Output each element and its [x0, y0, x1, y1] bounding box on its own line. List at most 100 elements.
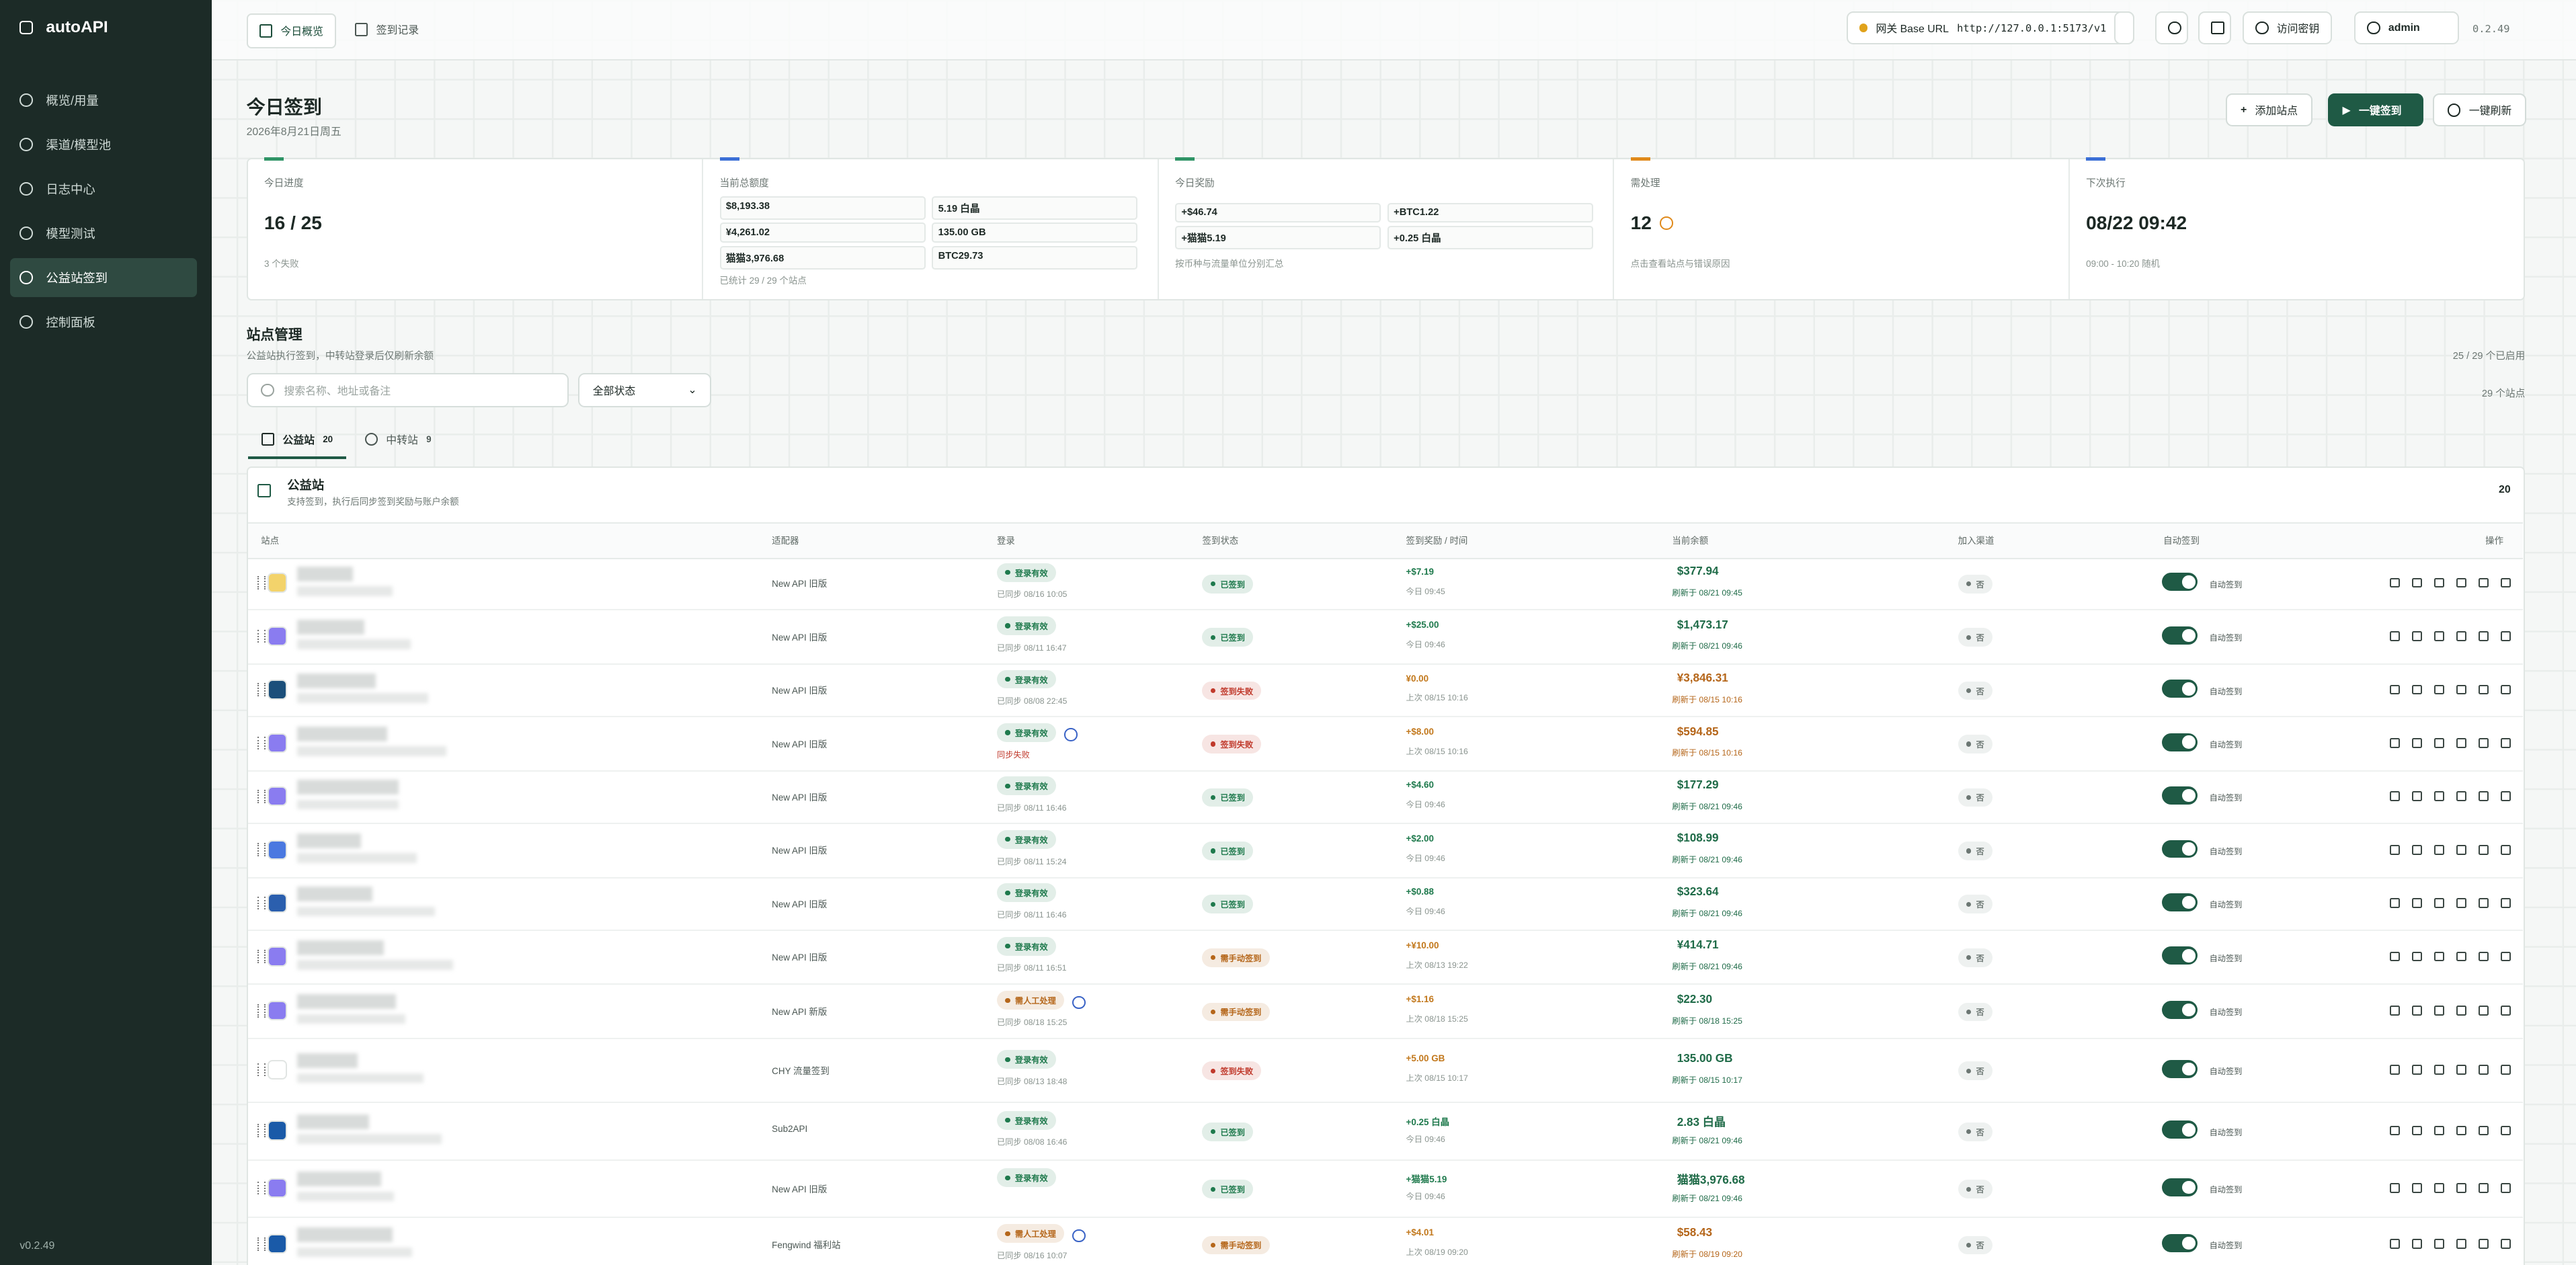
row-action[interactable] [2434, 1239, 2445, 1250]
row-action[interactable] [2501, 898, 2511, 908]
row-action[interactable] [2412, 951, 2423, 962]
row-action[interactable] [2501, 577, 2511, 588]
top-tab[interactable]: 签到记录 [344, 13, 430, 46]
auto-toggle[interactable] [2161, 1060, 2198, 1078]
nav-item[interactable]: 概览/用量 [10, 81, 198, 120]
row-action[interactable] [2390, 951, 2401, 962]
refresh-all-button[interactable]: 一键刷新 [2433, 93, 2526, 127]
row-action[interactable] [2479, 684, 2489, 695]
auto-toggle[interactable] [2161, 946, 2198, 965]
row-action[interactable] [2456, 577, 2467, 588]
row-action[interactable] [2434, 791, 2445, 802]
row-action[interactable] [2390, 738, 2401, 748]
row-action[interactable] [2412, 1183, 2423, 1193]
auto-toggle[interactable] [2161, 733, 2198, 751]
row-action[interactable] [2390, 844, 2401, 855]
row-action[interactable] [2390, 791, 2401, 802]
status-filter[interactable]: 全部状态 ⌄ [578, 372, 712, 408]
row-action[interactable] [2412, 1006, 2423, 1016]
nav-item[interactable]: 控制面板 [10, 302, 198, 342]
row-action[interactable] [2501, 1125, 2511, 1136]
auto-toggle[interactable] [2161, 680, 2198, 698]
row-action[interactable] [2434, 1065, 2445, 1075]
row-action[interactable] [2456, 844, 2467, 855]
row-action[interactable] [2456, 738, 2467, 748]
site-tab[interactable]: 中转站 9 [352, 422, 444, 456]
row-action[interactable] [2501, 631, 2511, 641]
row-action[interactable] [2390, 1125, 2401, 1136]
user-menu[interactable]: admin [2354, 11, 2460, 44]
row-action[interactable] [2390, 1065, 2401, 1075]
row-action[interactable] [2390, 898, 2401, 908]
row-action[interactable] [2456, 791, 2467, 802]
row-action[interactable] [2412, 577, 2423, 588]
row-action[interactable] [2434, 577, 2445, 588]
nav-item[interactable]: 渠道/模型池 [10, 125, 198, 165]
row-action[interactable] [2412, 1125, 2423, 1136]
nav-item[interactable]: 公益站签到 [9, 257, 198, 298]
auto-toggle[interactable] [2161, 840, 2198, 858]
row-action[interactable] [2456, 1125, 2467, 1136]
row-action[interactable] [2390, 1006, 2401, 1016]
row-action[interactable] [2434, 1006, 2445, 1016]
row-action[interactable] [2434, 1183, 2445, 1193]
auto-toggle[interactable] [2161, 1120, 2198, 1139]
row-action[interactable] [2434, 738, 2445, 748]
row-action[interactable] [2412, 844, 2423, 855]
site-tab[interactable]: 公益站 20 [248, 422, 346, 460]
theme-button[interactable] [2155, 11, 2189, 44]
row-action[interactable] [2390, 631, 2401, 641]
row-action[interactable] [2456, 1183, 2467, 1193]
row-action[interactable] [2501, 684, 2511, 695]
row-action[interactable] [2412, 738, 2423, 748]
key-button[interactable]: 访问密钥 [2242, 11, 2333, 44]
auto-toggle[interactable] [2161, 626, 2198, 645]
row-action[interactable] [2479, 1239, 2489, 1250]
row-action[interactable] [2412, 684, 2423, 695]
row-action[interactable] [2456, 1006, 2467, 1016]
auto-toggle[interactable] [2161, 786, 2198, 805]
row-action[interactable] [2434, 844, 2445, 855]
row-action[interactable] [2434, 631, 2445, 641]
row-action[interactable] [2456, 951, 2467, 962]
row-action[interactable] [2479, 898, 2489, 908]
row-action[interactable] [2501, 791, 2511, 802]
add-site-button[interactable]: + 添加站点 [2226, 93, 2312, 127]
row-action[interactable] [2479, 577, 2489, 588]
row-action[interactable] [2479, 1006, 2489, 1016]
row-action[interactable] [2412, 631, 2423, 641]
auto-toggle[interactable] [2161, 1234, 2198, 1252]
auto-toggle[interactable] [2161, 1001, 2198, 1019]
row-action[interactable] [2501, 738, 2511, 748]
nav-item[interactable]: 日志中心 [10, 169, 198, 209]
row-action[interactable] [2456, 684, 2467, 695]
row-action[interactable] [2412, 1065, 2423, 1075]
row-action[interactable] [2434, 1125, 2445, 1136]
row-action[interactable] [2456, 898, 2467, 908]
row-action[interactable] [2479, 951, 2489, 962]
row-action[interactable] [2434, 951, 2445, 962]
auto-toggle[interactable] [2161, 893, 2198, 911]
row-action[interactable] [2501, 1239, 2511, 1250]
apps-button[interactable] [2198, 11, 2231, 44]
search-input[interactable]: 搜索名称、地址或备注 [246, 372, 569, 408]
row-action[interactable] [2501, 1183, 2511, 1193]
row-action[interactable] [2412, 791, 2423, 802]
row-action[interactable] [2390, 684, 2401, 695]
row-action[interactable] [2479, 631, 2489, 641]
row-action[interactable] [2412, 1239, 2423, 1250]
copy-button[interactable] [2114, 11, 2134, 44]
row-action[interactable] [2456, 1065, 2467, 1075]
row-action[interactable] [2412, 898, 2423, 908]
row-action[interactable] [2434, 898, 2445, 908]
row-action[interactable] [2390, 1183, 2401, 1193]
row-action[interactable] [2456, 1239, 2467, 1250]
auto-toggle[interactable] [2161, 573, 2198, 591]
row-action[interactable] [2501, 844, 2511, 855]
row-action[interactable] [2434, 684, 2445, 695]
row-action[interactable] [2479, 791, 2489, 802]
row-action[interactable] [2479, 1125, 2489, 1136]
row-action[interactable] [2501, 1006, 2511, 1016]
row-action[interactable] [2390, 1239, 2401, 1250]
row-action[interactable] [2479, 1183, 2489, 1193]
